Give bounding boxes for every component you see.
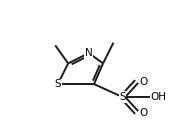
Text: S: S: [55, 79, 61, 89]
Text: S: S: [119, 92, 126, 102]
Text: O: O: [139, 77, 147, 86]
Text: O: O: [139, 108, 147, 117]
Text: OH: OH: [151, 92, 167, 102]
Text: N: N: [85, 48, 93, 58]
